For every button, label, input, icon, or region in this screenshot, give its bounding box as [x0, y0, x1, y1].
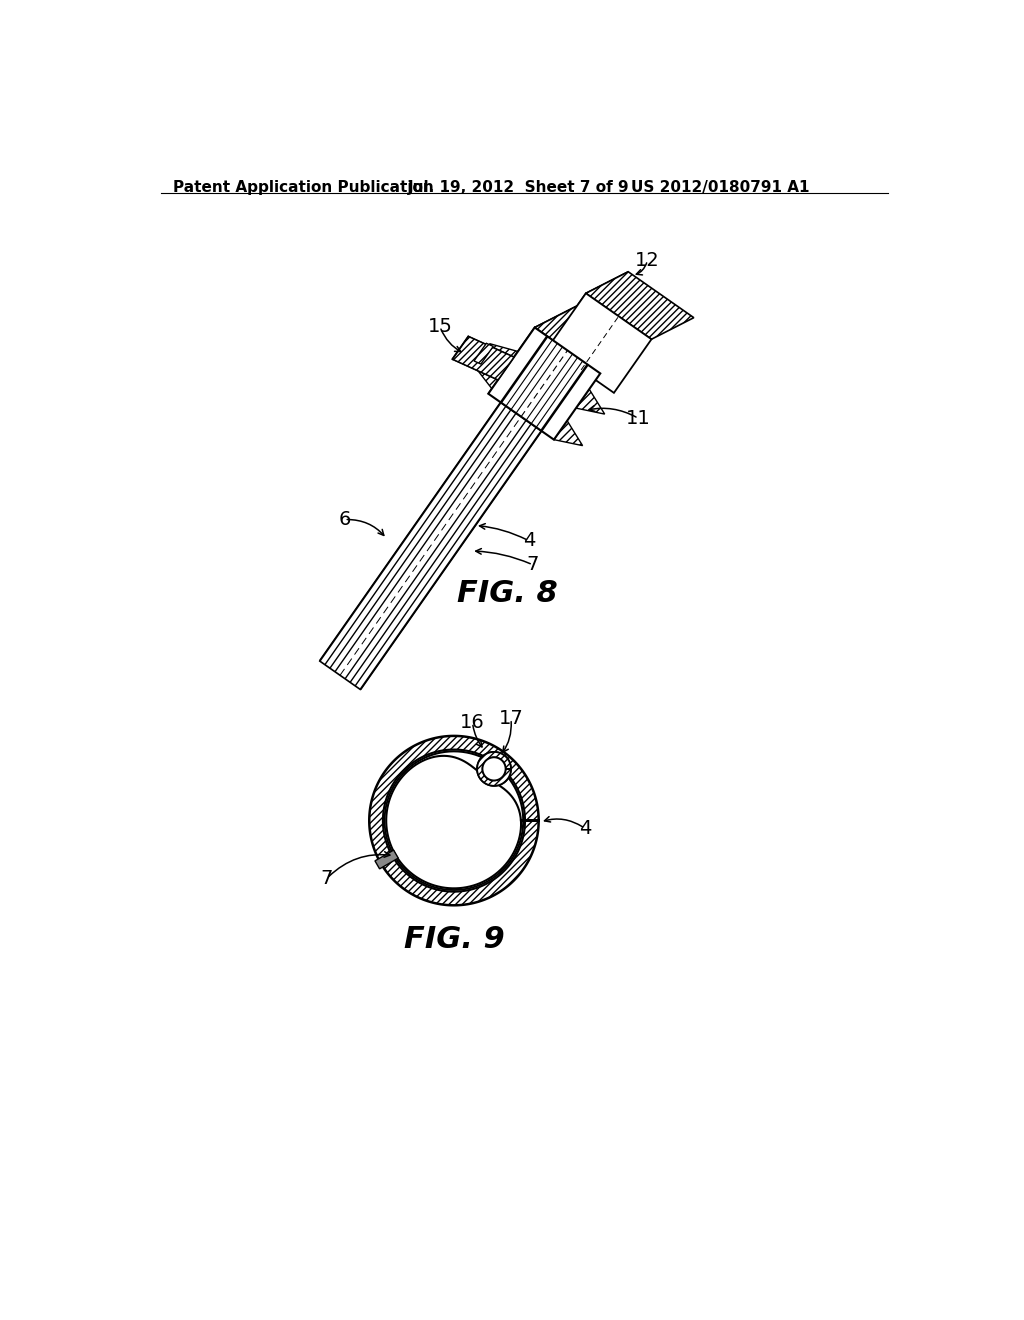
Polygon shape [319, 403, 542, 689]
Text: 12: 12 [635, 251, 659, 269]
Text: US 2012/0180791 A1: US 2012/0180791 A1 [631, 180, 810, 195]
Circle shape [482, 758, 506, 780]
Polygon shape [385, 751, 523, 890]
Circle shape [482, 758, 506, 780]
Polygon shape [586, 272, 694, 339]
Bar [375, 850, 398, 869]
Polygon shape [477, 752, 511, 785]
Polygon shape [575, 389, 605, 414]
Polygon shape [386, 756, 521, 888]
Polygon shape [489, 343, 518, 367]
Text: 11: 11 [626, 409, 651, 428]
Text: 6: 6 [338, 510, 350, 529]
Text: 4: 4 [579, 818, 591, 838]
Text: FIG. 9: FIG. 9 [403, 925, 505, 954]
Polygon shape [488, 306, 578, 393]
Text: 7: 7 [321, 869, 333, 888]
Text: 4: 4 [523, 532, 536, 550]
Polygon shape [554, 421, 583, 446]
Polygon shape [453, 337, 514, 380]
Polygon shape [474, 366, 503, 388]
Text: FIG. 8: FIG. 8 [458, 579, 558, 609]
Polygon shape [370, 737, 539, 906]
Polygon shape [488, 327, 600, 440]
Text: Patent Application Publication: Patent Application Publication [173, 180, 433, 195]
Text: 16: 16 [460, 713, 484, 733]
Polygon shape [548, 293, 651, 393]
Text: Jul. 19, 2012  Sheet 7 of 9: Jul. 19, 2012 Sheet 7 of 9 [408, 180, 630, 195]
Polygon shape [477, 752, 511, 785]
Text: 7: 7 [526, 556, 539, 574]
Polygon shape [474, 343, 494, 364]
Polygon shape [548, 272, 628, 347]
Text: 17: 17 [499, 709, 523, 729]
Text: 15: 15 [427, 317, 453, 337]
Polygon shape [535, 306, 643, 374]
